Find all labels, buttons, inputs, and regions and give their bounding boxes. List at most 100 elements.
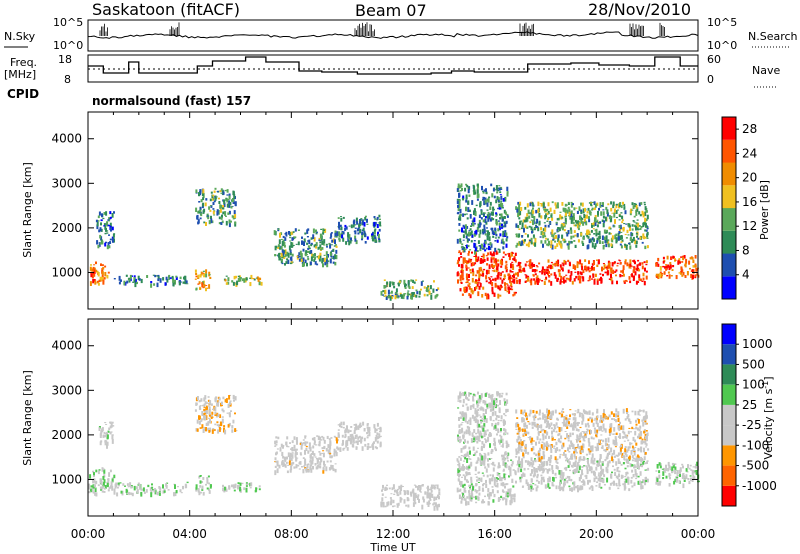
scatter-cell [640, 410, 643, 412]
scatter-cell [366, 218, 368, 223]
scatter-cell [483, 423, 486, 427]
scatter-cell [216, 421, 219, 424]
scatter-cell [615, 237, 618, 239]
scatter-cell [291, 447, 294, 450]
scatter-cell [647, 467, 650, 471]
scatter-cell [221, 214, 223, 218]
scatter-cell [326, 246, 328, 248]
scatter-cell [497, 287, 500, 290]
scatter-cell [437, 287, 440, 290]
scatter-cell [306, 256, 309, 258]
scatter-cell [200, 419, 203, 422]
scatter-cell [278, 239, 281, 245]
scatter-cell [225, 488, 228, 492]
scatter-cell [562, 225, 564, 230]
scatter-cell [547, 211, 550, 215]
scatter-cell [482, 259, 485, 264]
scatter-cell [274, 445, 277, 447]
scatter-cell [159, 487, 162, 491]
scatter-cell [456, 458, 459, 462]
scatter-cell [599, 273, 602, 275]
scatter-cell [504, 253, 507, 256]
scatter-cell [507, 488, 510, 493]
scatter-cell [459, 400, 461, 403]
scatter-cell [459, 288, 462, 292]
scatter-cell [377, 231, 379, 236]
scatter-cell [209, 209, 212, 212]
scatter-cell [620, 474, 623, 479]
scatter-cell [338, 221, 340, 227]
scatter-cell [604, 271, 607, 274]
scatter-cell [564, 261, 567, 265]
scatter-cell [399, 292, 402, 296]
scatter-cell [217, 209, 220, 215]
scatter-cell [344, 224, 347, 228]
scatter-cell [352, 437, 355, 443]
scatter-cell [587, 448, 590, 451]
scatter-cell [289, 442, 291, 444]
scatter-cell [597, 478, 600, 482]
scatter-region [655, 255, 700, 280]
scatter-cell [593, 462, 596, 465]
scatter-cell [593, 427, 596, 430]
scatter-cell [204, 415, 207, 421]
scatter-cell [554, 232, 557, 234]
scatter-cell [340, 425, 343, 428]
scatter-cell [635, 466, 638, 468]
scatter-cell [485, 221, 488, 225]
scatter-cell [297, 241, 300, 246]
scatter-cell [330, 456, 333, 459]
scatter-cell [92, 491, 95, 494]
scatter-cell [495, 261, 498, 264]
scatter-cell [547, 275, 550, 277]
scatter-cell [210, 191, 213, 194]
scatter-cell [502, 230, 505, 236]
scatter-cell [377, 428, 380, 430]
scatter-cell [564, 450, 567, 452]
scatter-cell [417, 486, 419, 491]
scatter-cell [622, 273, 625, 277]
scatter-cell [310, 242, 313, 245]
scatter-cell [109, 469, 112, 473]
scatter-cell [228, 195, 231, 200]
scatter-cell [380, 291, 383, 296]
scatter-cell [234, 201, 237, 207]
scatter-cell [484, 241, 487, 245]
scatter-cell [646, 227, 649, 230]
scatter-cell [319, 436, 322, 441]
scatter-cell [165, 276, 168, 281]
scatter-cell [625, 472, 628, 476]
scatter-cell [397, 295, 400, 298]
scatter-cell [636, 264, 639, 269]
scatter-cell [99, 486, 102, 490]
scatter-cell [632, 428, 635, 430]
nave-tick-top: 60 [707, 53, 721, 66]
scatter-cell [587, 463, 590, 466]
scatter-cell [515, 448, 518, 452]
scatter-cell [304, 435, 307, 439]
scatter-cell [412, 279, 415, 283]
scatter-cell [340, 217, 343, 222]
scatter-cell [303, 261, 305, 267]
scatter-cell [617, 459, 620, 464]
scatter-cell [474, 408, 477, 413]
scatter-cell [666, 275, 669, 277]
scatter-cell [466, 421, 469, 425]
scatter-cell [89, 474, 92, 479]
scatter-cell [560, 275, 563, 280]
scatter-cell [276, 465, 279, 467]
scatter-cell [462, 464, 464, 468]
scatter-cell [488, 246, 490, 251]
scatter-cell [504, 230, 507, 235]
scatter-cell [528, 260, 531, 262]
scatter-cell [379, 431, 381, 433]
scatter-cell [503, 432, 505, 436]
scatter-cell [427, 288, 430, 293]
scatter-cell [504, 420, 506, 425]
scatter-cell [466, 244, 468, 249]
scatter-cell [594, 207, 596, 210]
scatter-cell [234, 221, 237, 225]
scatter-cell [525, 433, 527, 436]
scatter-cell [413, 500, 416, 502]
scatter-cell [225, 275, 228, 277]
